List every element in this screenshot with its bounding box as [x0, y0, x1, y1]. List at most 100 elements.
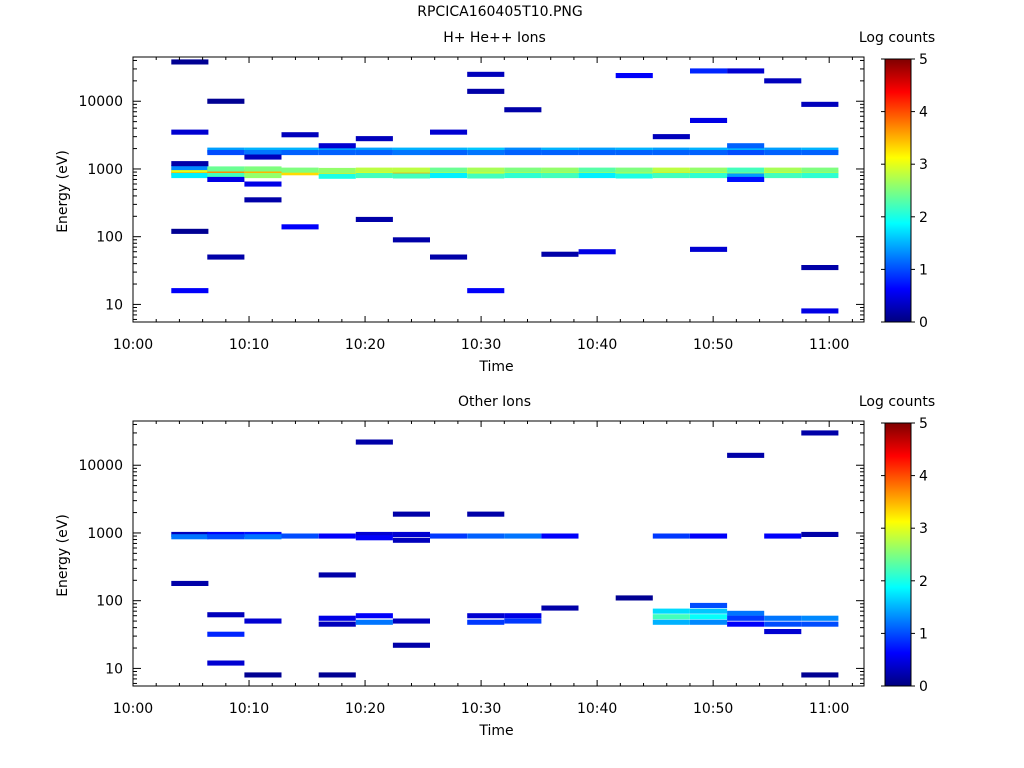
heatmap-cell	[690, 619, 728, 625]
heatmap-cell	[207, 173, 245, 179]
heatmap-cell	[578, 173, 616, 179]
x-tick-label: 10:20	[345, 701, 385, 717]
x-tick-label: 10:40	[577, 337, 617, 353]
colorbar	[884, 58, 912, 323]
colorbar-tick-label: 1	[919, 262, 928, 278]
colorbar-label: Log counts	[859, 394, 935, 410]
heatmap-cell	[801, 615, 839, 621]
colorbar-tick-label: 5	[919, 416, 928, 432]
x-axis-label: Time	[478, 723, 513, 739]
plot-frame	[132, 420, 865, 687]
panel-h-he-ions: H+ He++ Ions 10:00 10:10 10:20 10:30 10:40 10:…	[55, 30, 935, 375]
heatmap-cell	[392, 618, 430, 624]
heatmap-cell	[504, 173, 542, 179]
heatmap-cell	[652, 619, 690, 625]
heatmap-cell	[467, 613, 505, 619]
heatmap-cell	[171, 59, 209, 65]
heatmap-cell	[430, 173, 468, 179]
panel-title: Other Ions	[458, 394, 531, 410]
heatmap-cell	[355, 216, 393, 222]
heatmap-cell	[727, 610, 765, 616]
heatmap-cell	[355, 170, 393, 176]
heatmap-cell	[727, 167, 765, 173]
colorbar-tick-label: 3	[919, 157, 928, 173]
heatmap-cell	[764, 167, 802, 173]
heatmap-cell	[652, 614, 690, 620]
heatmap-cell	[652, 173, 690, 179]
heatmap-cell	[318, 170, 356, 176]
heatmap-cell	[355, 439, 393, 445]
heatmap-cell	[318, 167, 356, 173]
x-tick-label: 10:00	[113, 701, 153, 717]
heatmap-cell	[207, 534, 245, 540]
heatmap-cell	[801, 308, 839, 314]
heatmap-cell	[615, 170, 653, 176]
heatmap-cell	[690, 602, 728, 608]
heatmap-cell	[467, 511, 505, 517]
y-tick-label: 100	[96, 594, 123, 610]
heatmap-cell	[578, 150, 616, 156]
heatmap-cell	[690, 608, 728, 614]
heatmap-cell	[504, 618, 542, 624]
heatmap-cell	[207, 98, 245, 104]
heatmap-cell	[244, 169, 282, 175]
colorbar-tick-label: 5	[919, 52, 928, 68]
heatmap-cell	[690, 614, 728, 620]
heatmap-cell	[207, 166, 245, 172]
heatmap-cell	[467, 170, 505, 176]
heatmap-cell	[690, 68, 728, 74]
heatmap-cell	[430, 129, 468, 135]
heatmap-cell	[727, 176, 765, 182]
heatmap-cell	[615, 150, 653, 156]
heatmap-cell	[801, 621, 839, 627]
heatmap-cell	[764, 621, 802, 627]
colorbar	[884, 422, 912, 687]
heatmap-cell	[764, 533, 802, 539]
heatmap-cell	[801, 531, 839, 537]
heatmap-cell	[652, 608, 690, 614]
heatmap-cell	[615, 595, 653, 601]
heatmap-cell	[281, 224, 319, 230]
heatmap-cell	[764, 173, 802, 179]
heatmap-cell	[801, 672, 839, 678]
x-tick-label: 10:30	[461, 701, 501, 717]
heatmap-cell	[727, 621, 765, 627]
heatmap-cell	[244, 197, 282, 203]
heatmap-cell	[467, 173, 505, 179]
heatmap-cell	[652, 150, 690, 156]
x-tick-label: 11:00	[809, 701, 849, 717]
heatmap-cell	[541, 605, 579, 611]
heatmap-cell	[430, 167, 468, 173]
heatmap-cell	[318, 533, 356, 539]
heatmap-cell	[392, 173, 430, 179]
heatmap-cell	[171, 228, 209, 234]
heatmap-cell	[467, 71, 505, 77]
heatmap-cell	[318, 150, 356, 156]
heatmap-cell	[467, 167, 505, 173]
x-tick-label: 10:50	[693, 701, 733, 717]
heatmap-cell	[430, 170, 468, 176]
x-tick-label: 10:00	[113, 337, 153, 353]
heatmap-cell	[764, 78, 802, 84]
heatmap-cell	[318, 173, 356, 179]
heatmap-cell	[727, 615, 765, 621]
heatmap-cell	[652, 533, 690, 539]
heatmap-cell	[392, 237, 430, 243]
heatmap-cell	[392, 150, 430, 156]
heatmap-cell	[318, 143, 356, 149]
heatmap-cell	[244, 150, 282, 156]
heatmap-cell	[541, 251, 579, 257]
heatmap-cell	[652, 167, 690, 173]
heatmap-cell	[764, 170, 802, 176]
heatmap-cell	[690, 533, 728, 539]
heatmap-cell	[430, 533, 468, 539]
heatmap-cell	[207, 612, 245, 618]
x-tick-label: 10:30	[461, 337, 501, 353]
y-tick-label: 10	[105, 297, 123, 313]
heatmap-cell	[504, 170, 542, 176]
heatmap-cell	[171, 288, 209, 294]
heatmap-cell	[171, 534, 209, 540]
heatmap-cell	[615, 173, 653, 179]
y-tick-label: 10000	[78, 458, 123, 474]
